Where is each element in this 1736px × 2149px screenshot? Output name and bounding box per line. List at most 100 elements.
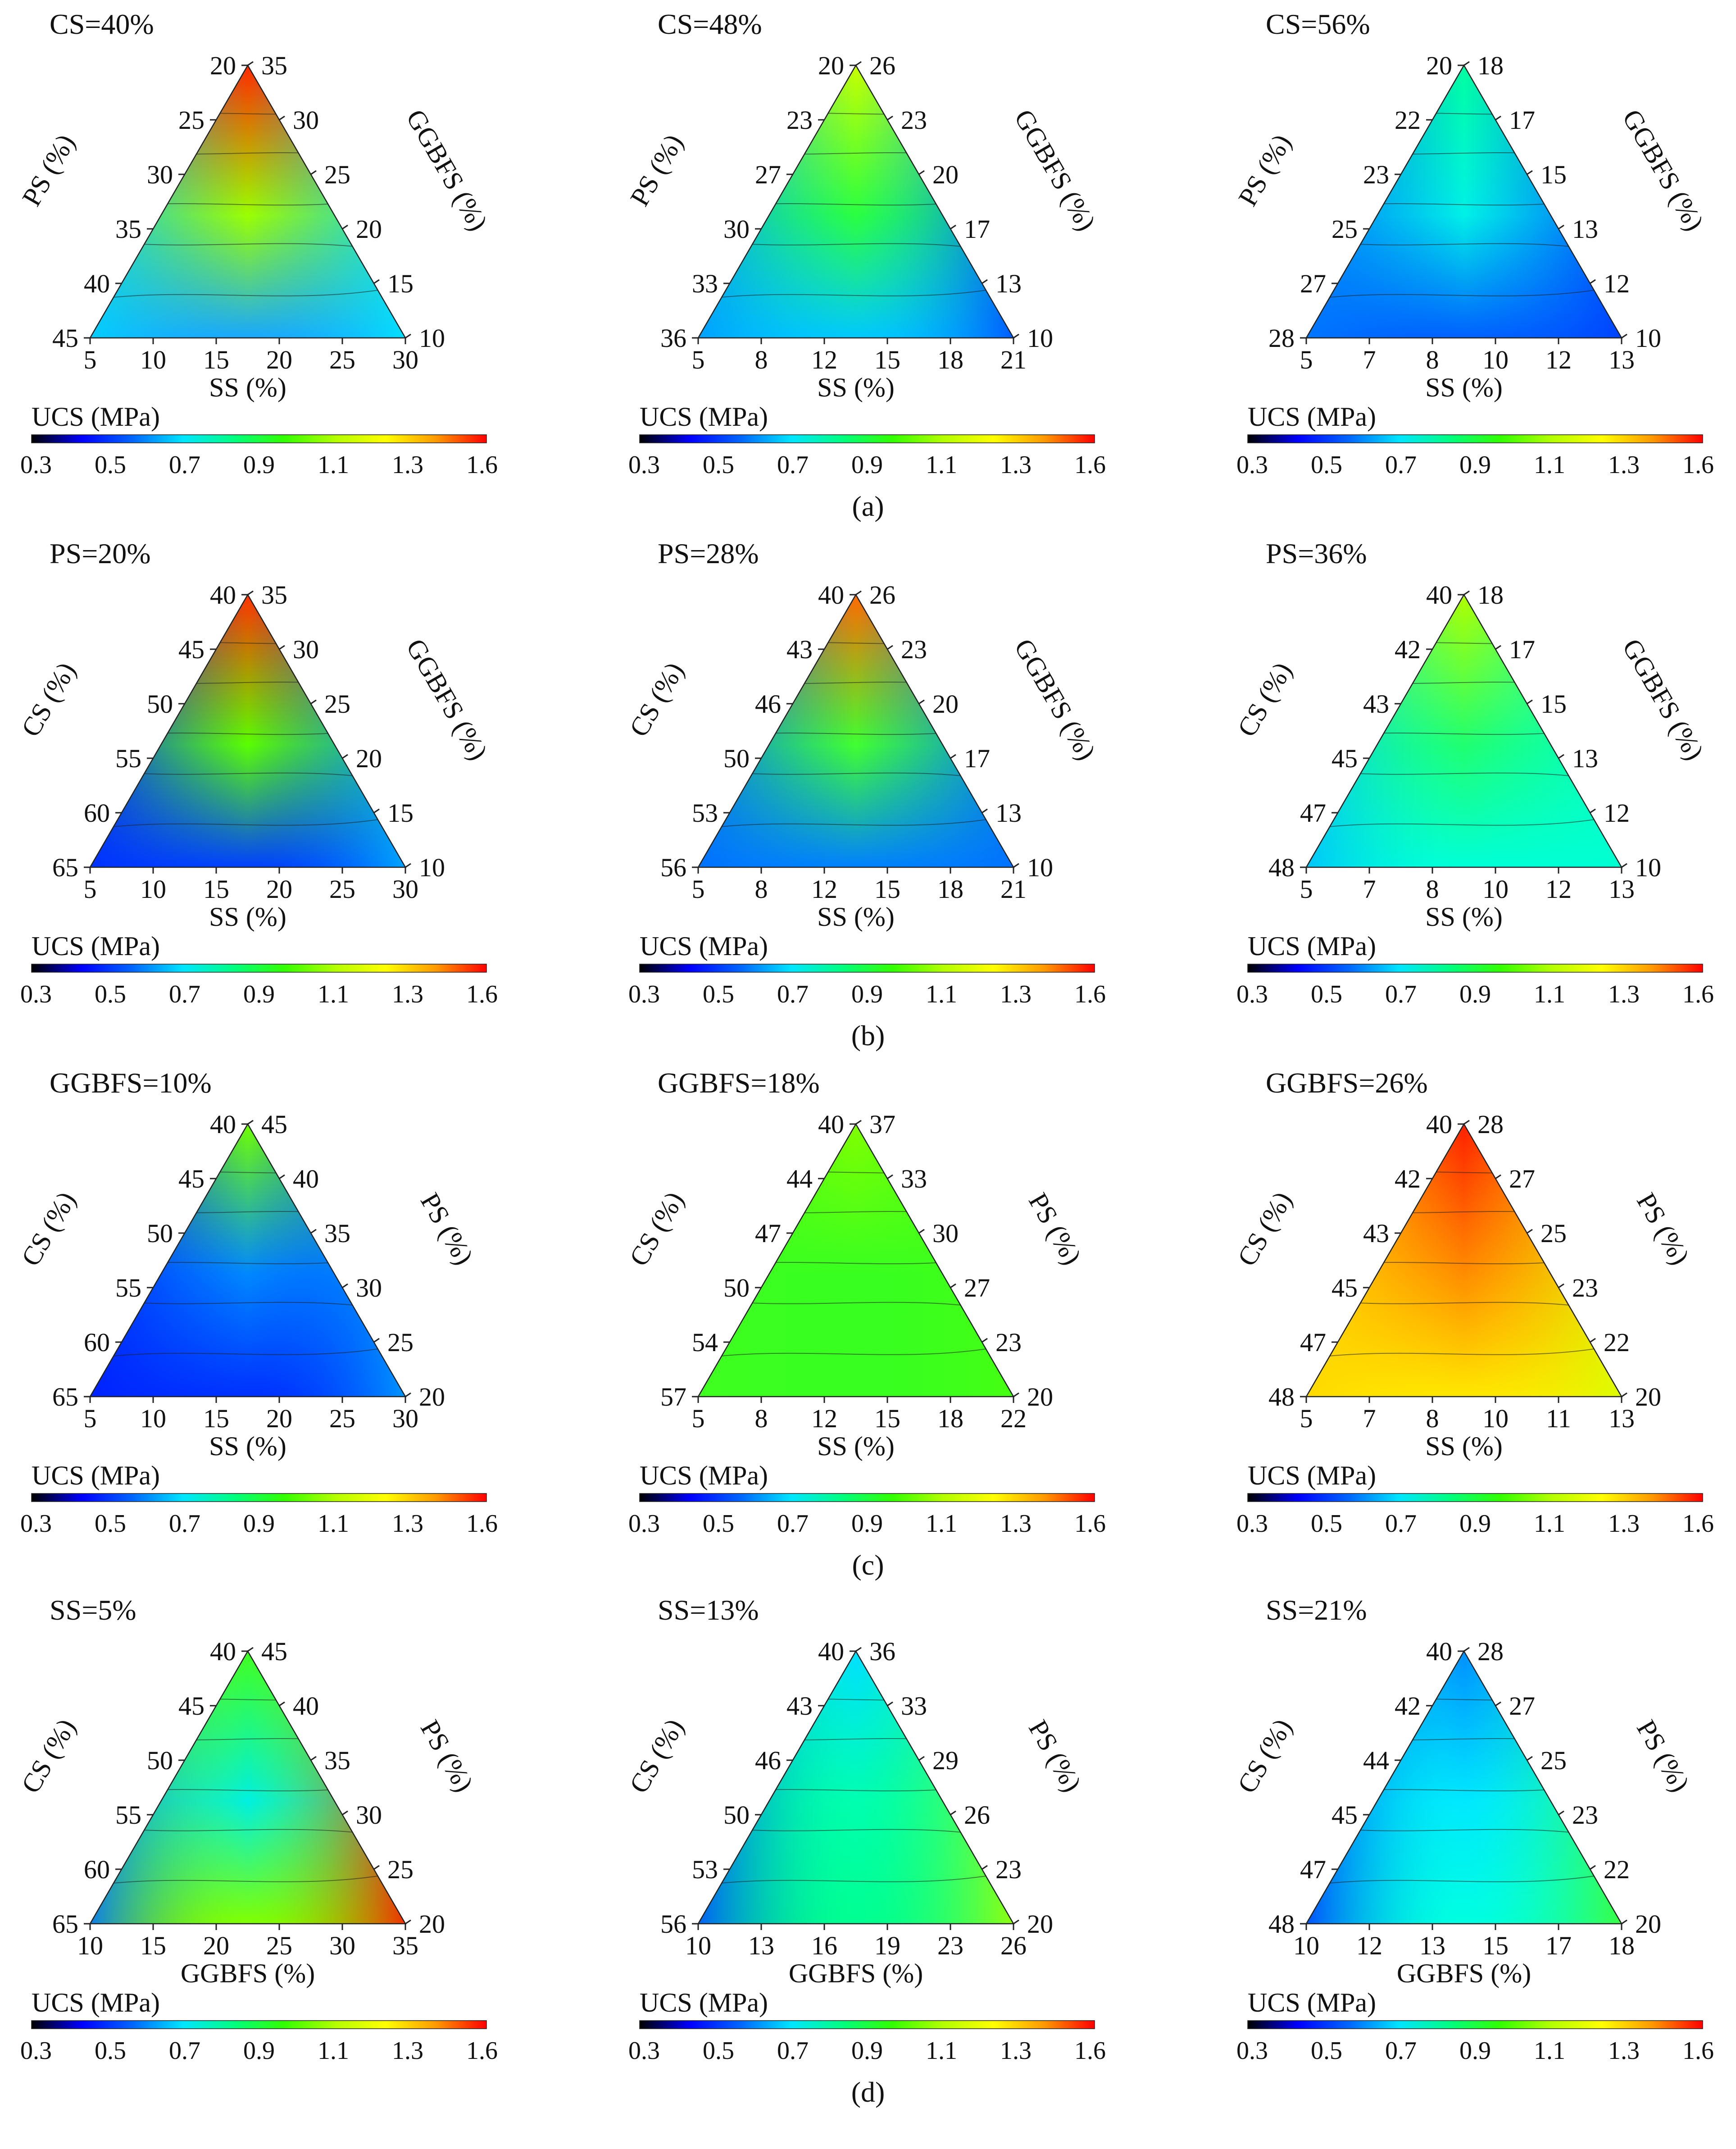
right-tick-label: 37 <box>869 1110 895 1139</box>
right-tick-label: 10 <box>1635 323 1661 353</box>
left-tick-label: 47 <box>755 1219 781 1248</box>
bottom-tick-label: 5 <box>1300 874 1313 904</box>
colorbar-tick-label: 0.3 <box>628 980 660 1008</box>
right-tick <box>1495 115 1501 121</box>
colorbar-tick-label: 0.9 <box>851 2037 883 2065</box>
colorbar-title: UCS (MPa) <box>1248 1988 1376 2017</box>
right-tick-label: 20 <box>356 214 382 244</box>
bottom-tick-label: 8 <box>1426 874 1439 904</box>
subfigure-label: (b) <box>851 1020 885 1052</box>
right-tick <box>1463 61 1470 66</box>
right-tick <box>279 1701 285 1707</box>
subfigure-label: (c) <box>852 1549 884 1581</box>
bottom-tick-label: 12 <box>811 1404 837 1433</box>
left-tick-label: 35 <box>115 214 141 244</box>
right-tick-label: 13 <box>1572 744 1598 773</box>
right-tick <box>1463 1120 1470 1125</box>
left-tick-label: 45 <box>1332 744 1358 773</box>
right-tick-label: 10 <box>1635 853 1661 882</box>
bottom-tick-label: 23 <box>937 1931 963 1960</box>
left-tick-label: 55 <box>115 1273 141 1302</box>
left-tick-label: 40 <box>84 269 110 298</box>
contour-line <box>90 813 405 831</box>
left-tick-label: 40 <box>210 580 236 610</box>
left-tick-label: 60 <box>84 1855 110 1884</box>
bottom-tick-label: 17 <box>1545 1931 1572 1960</box>
right-tick-label: 20 <box>1027 1382 1053 1411</box>
left-tick-label: 23 <box>1363 160 1389 189</box>
left-axis-title: PS (%) <box>16 129 81 211</box>
colorbar-tick-label: 0.7 <box>777 2037 809 2065</box>
left-tick-label: 43 <box>1363 1219 1389 1248</box>
colorbar <box>1247 2020 1703 2029</box>
right-tick-label: 26 <box>869 580 895 610</box>
colorbar-tick-label: 1.6 <box>466 2037 498 2065</box>
right-tick <box>1527 1229 1533 1234</box>
right-tick-label: 36 <box>869 1637 895 1666</box>
left-axis-title: CS (%) <box>1232 1714 1298 1798</box>
left-axis-title: CS (%) <box>1232 657 1298 742</box>
right-tick <box>405 1919 411 1925</box>
left-axis-title: CS (%) <box>624 1714 690 1798</box>
left-tick-label: 45 <box>1332 1800 1358 1830</box>
right-tick-label: 22 <box>1604 1855 1630 1884</box>
colorbar-tick-label: 1.1 <box>318 980 349 1008</box>
right-tick <box>918 170 925 175</box>
left-tick-label: 20 <box>818 51 844 80</box>
colorbar-tick-label: 0.3 <box>1236 980 1268 1008</box>
right-tick-label: 15 <box>1541 160 1567 189</box>
left-tick-label: 43 <box>1363 689 1389 719</box>
right-tick-label: 30 <box>293 105 319 135</box>
left-tick-label: 42 <box>1395 635 1421 664</box>
bottom-tick-label: 30 <box>329 1931 355 1960</box>
right-tick-label: 23 <box>995 1328 1022 1357</box>
right-tick <box>1590 279 1596 284</box>
bottom-tick-label: 15 <box>874 345 900 374</box>
left-tick-label: 53 <box>692 798 718 828</box>
right-tick <box>310 1229 317 1234</box>
right-tick-label: 15 <box>1541 689 1567 719</box>
bottom-tick-label: 18 <box>937 345 963 374</box>
colorbar-tick-label: 0.5 <box>1311 980 1342 1008</box>
bottom-axis-title: SS (%) <box>1425 1431 1503 1461</box>
right-tick-label: 25 <box>324 160 350 189</box>
bottom-axis-title: GGBFS (%) <box>181 1958 315 1988</box>
bottom-tick-label: 8 <box>1426 1404 1439 1433</box>
left-tick-label: 55 <box>115 744 141 773</box>
panel-title: GGBFS=26% <box>1266 1067 1428 1099</box>
left-tick-label: 36 <box>660 323 686 353</box>
left-tick-label: 65 <box>52 1382 78 1411</box>
right-axis-title: GGBFS (%) <box>400 634 493 765</box>
triangle-outline <box>697 64 1015 339</box>
contour-fill-overlay <box>90 1124 405 1397</box>
bottom-axis-title: SS (%) <box>209 902 286 932</box>
left-tick-label: 40 <box>1426 1110 1452 1139</box>
right-tick-label: 20 <box>419 1382 445 1411</box>
contour-line <box>1306 813 1622 831</box>
left-tick-label: 30 <box>147 160 173 189</box>
right-tick-label: 33 <box>901 1691 927 1721</box>
colorbar-tick-label: 0.5 <box>95 451 126 479</box>
colorbar-tick-label: 1.1 <box>1534 451 1565 479</box>
left-tick-label: 47 <box>1300 1328 1326 1357</box>
bottom-tick-label: 22 <box>1000 1404 1027 1433</box>
colorbar-tick-label: 1.6 <box>466 980 498 1008</box>
colorbar-tick-label: 1.3 <box>1608 2037 1640 2065</box>
right-tick <box>247 61 254 66</box>
right-tick-label: 45 <box>261 1637 287 1666</box>
right-tick-label: 23 <box>901 105 927 135</box>
colorbar-tick-label: 0.9 <box>851 451 883 479</box>
bottom-tick-label: 7 <box>1363 345 1376 374</box>
right-axis-title: PS (%) <box>1023 1188 1087 1270</box>
right-tick <box>1558 1283 1564 1288</box>
colorbar-title: UCS (MPa) <box>32 931 160 961</box>
left-axis-title: CS (%) <box>624 1187 690 1271</box>
right-tick <box>1527 699 1533 705</box>
right-tick <box>1590 1338 1596 1343</box>
right-tick <box>405 863 411 868</box>
left-tick-label: 40 <box>1426 580 1452 610</box>
bottom-tick-label: 20 <box>266 1404 292 1433</box>
bottom-axis-title: SS (%) <box>1425 902 1503 932</box>
colorbar-tick-label: 0.7 <box>1385 2037 1417 2065</box>
colorbar <box>31 434 487 443</box>
